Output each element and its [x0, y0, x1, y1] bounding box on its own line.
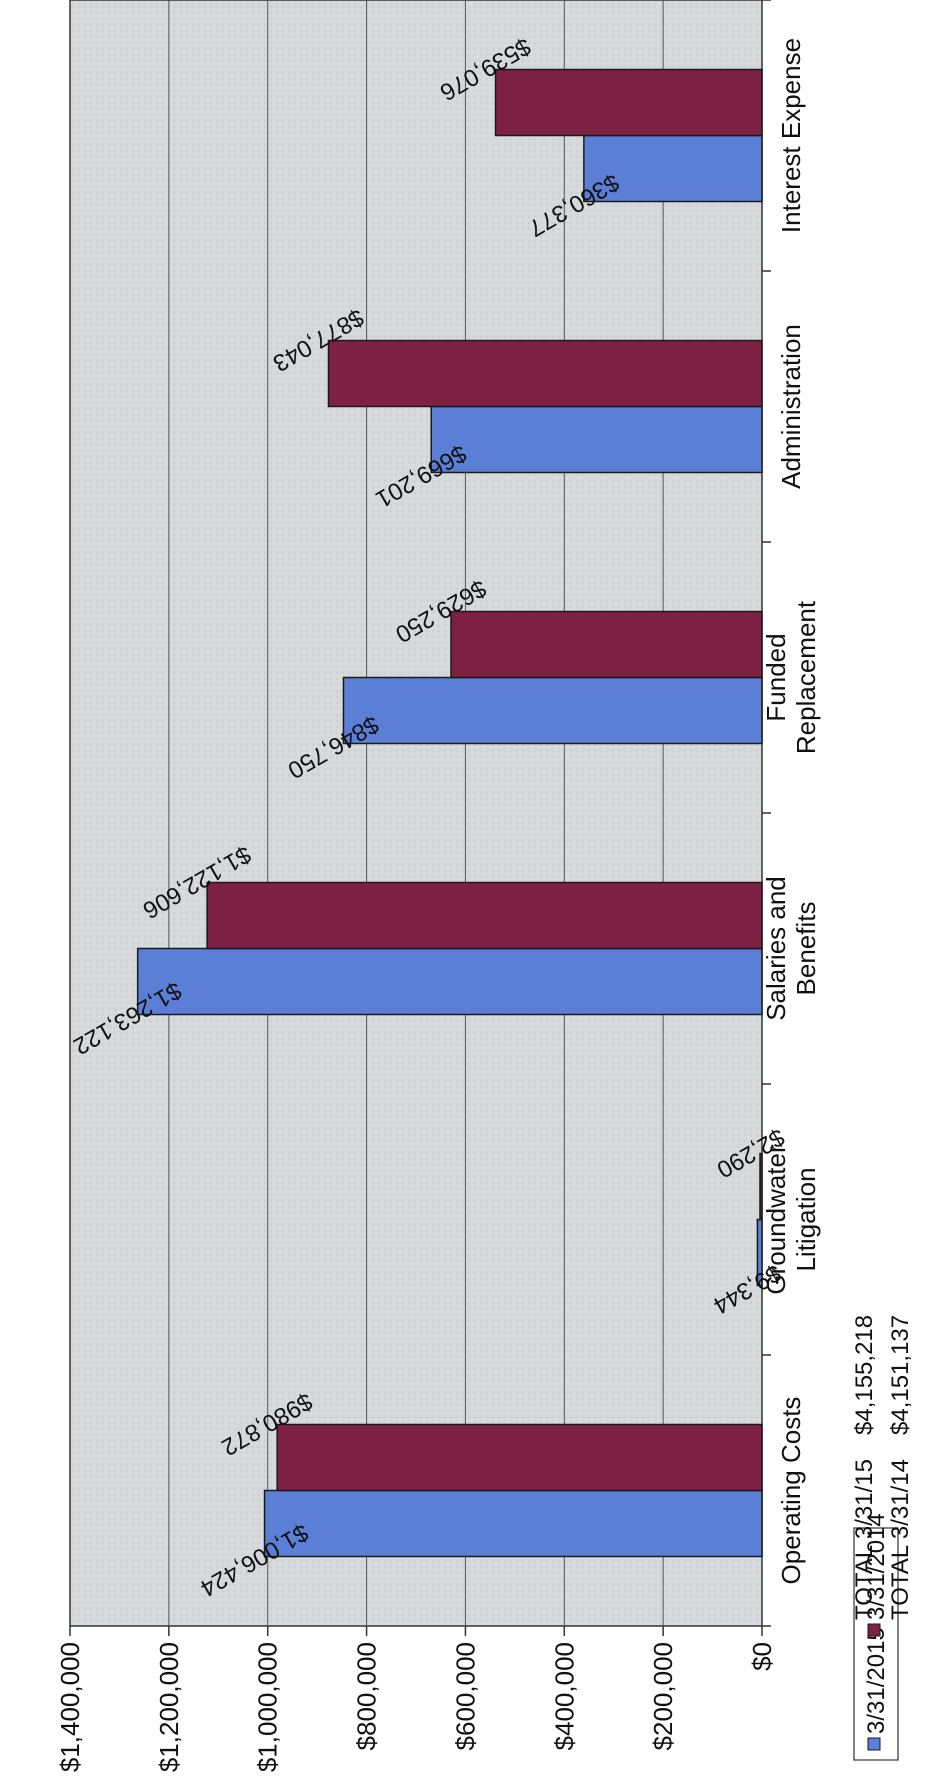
category-label: Funded [761, 633, 791, 721]
bar-3-31-2015 [342, 676, 763, 745]
total-label: TOTAL 3/31/14 [887, 1459, 914, 1620]
bars [136, 68, 763, 1558]
total-value: $4,155,218 [851, 1315, 878, 1435]
category-label: Replacement [791, 600, 821, 754]
category-label: Benefits [791, 902, 821, 996]
bar-3-31-2014 [759, 1152, 763, 1221]
bar-3-31-2015 [263, 1489, 763, 1558]
bar-3-31-2014 [327, 339, 763, 408]
category-label: Litigation [791, 1167, 821, 1271]
bar-3-31-2015 [430, 405, 763, 474]
axes: $0 $200,000 $400,000 $600,000 $800,000 $1,000… [55, 0, 821, 1772]
y-tick-label: $1,400,000 [55, 1642, 85, 1772]
y-tick-label: $1,000,000 [253, 1642, 283, 1772]
legend-label: 3/31/2015 [863, 1627, 890, 1734]
legend-swatch [867, 1737, 881, 1751]
legend-box: 3/31/2015 3/31/2014 [853, 1513, 899, 1761]
category-label: Operating Costs [776, 1397, 806, 1585]
bar-3-31-2014 [206, 881, 763, 950]
category-label: Salaries and [761, 876, 791, 1021]
category-label: Groundwater [761, 1144, 791, 1295]
bar-3-31-2015 [583, 134, 763, 203]
y-tick-label: $800,000 [352, 1642, 382, 1750]
bar-3-31-2014 [450, 610, 763, 679]
total-line: TOTAL 3/31/15 $4,155,218 [851, 1315, 878, 1620]
category-label: Administration [776, 324, 806, 489]
bar-3-31-2014 [494, 68, 763, 137]
y-tick-label: $400,000 [549, 1642, 579, 1750]
category-label: Interest Expense [776, 38, 806, 233]
legend-swatch [867, 1623, 881, 1637]
bar-3-31-2014 [276, 1423, 763, 1492]
gridlines [168, 0, 664, 1626]
y-tick-label: $200,000 [648, 1642, 678, 1750]
plot-area [69, 0, 763, 1627]
total-label: TOTAL 3/31/15 [851, 1459, 878, 1620]
legend-frame [853, 1527, 899, 1761]
total-line: TOTAL 3/31/14 $4,151,137 [887, 1315, 914, 1620]
total-value: $4,151,137 [887, 1315, 914, 1435]
y-tick-label: $0 [747, 1642, 777, 1671]
bar-3-31-2015 [136, 947, 763, 1016]
legend-label: 3/31/2014 [863, 1513, 890, 1620]
y-tick-label: $600,000 [450, 1642, 480, 1750]
y-tick-label: $1,200,000 [154, 1642, 184, 1772]
